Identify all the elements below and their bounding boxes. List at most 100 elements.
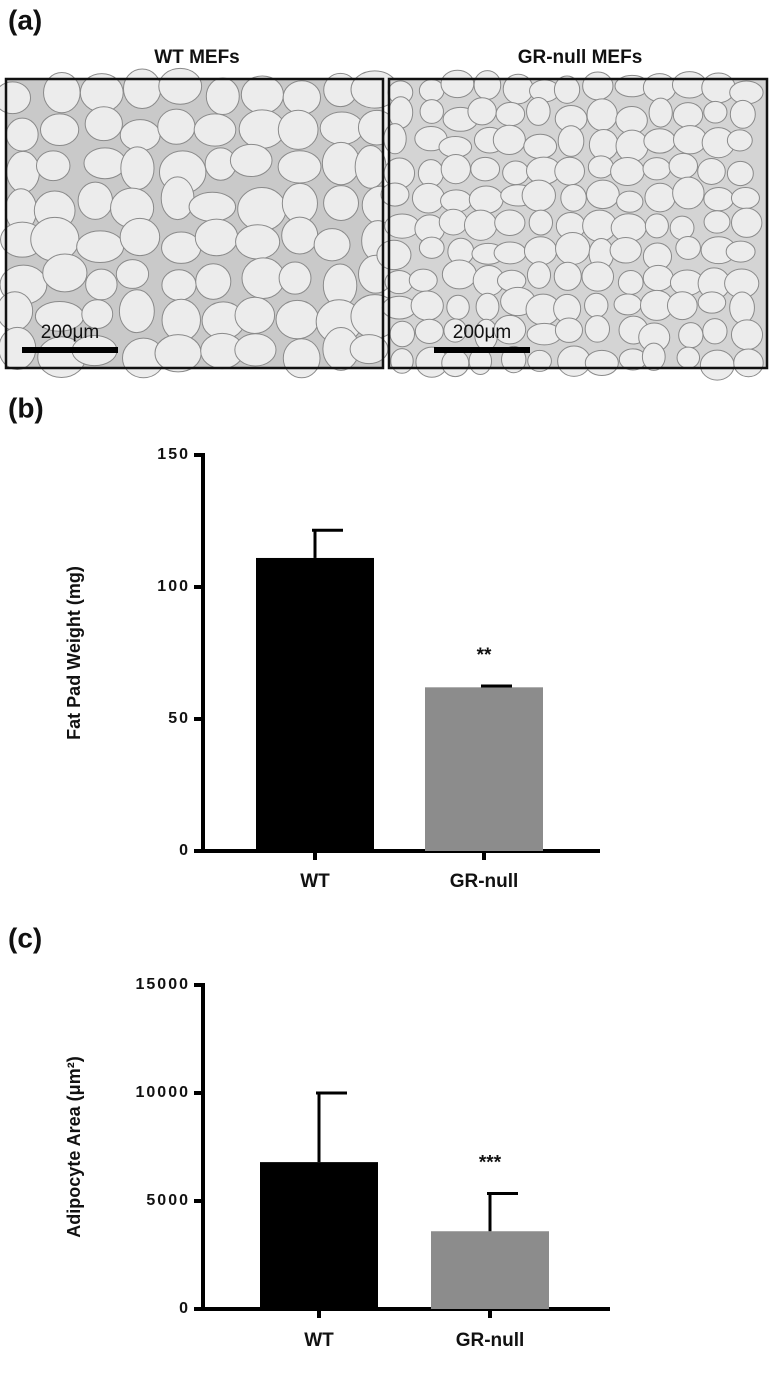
cell: [39, 113, 80, 147]
cell: [440, 189, 473, 213]
cell: [193, 113, 237, 147]
cell: [613, 293, 642, 316]
cell: [282, 338, 321, 379]
cell: [553, 261, 582, 291]
bar: [256, 557, 374, 851]
cell: [440, 154, 471, 185]
bar: [431, 1231, 549, 1309]
cell: [443, 318, 467, 343]
cell: [473, 70, 502, 100]
cell: [701, 72, 736, 104]
cell: [676, 346, 701, 369]
y-tick-label: 0: [179, 1300, 190, 1317]
cell: [6, 150, 40, 194]
cell: [195, 263, 232, 300]
cell: [383, 123, 407, 155]
cell: [83, 147, 127, 180]
cell: [115, 259, 150, 289]
cell: [418, 78, 445, 103]
cell: [581, 261, 615, 292]
cell: [241, 257, 286, 299]
cell: [418, 236, 445, 259]
cell: [161, 269, 197, 301]
cell: [188, 191, 237, 222]
cell: [642, 157, 671, 181]
cell: [408, 268, 438, 292]
cell: [586, 98, 618, 132]
cell: [35, 150, 71, 182]
cell: [617, 270, 644, 295]
cell: [380, 182, 410, 207]
cell: [725, 240, 756, 263]
cell: [438, 208, 468, 236]
cell: [702, 318, 728, 345]
cell: [390, 348, 414, 374]
cell: [697, 291, 727, 314]
cell: [205, 77, 240, 116]
cell: [77, 181, 114, 220]
cell: [585, 179, 620, 210]
cell: [642, 264, 674, 292]
cell: [313, 228, 351, 262]
image-frame: [4, 77, 385, 370]
cell: [523, 133, 558, 160]
cell: [609, 237, 642, 264]
cell: [234, 296, 276, 334]
cell: [42, 253, 88, 293]
cell: [275, 299, 320, 340]
cell: [528, 209, 554, 236]
cell: [526, 97, 551, 126]
cell: [610, 156, 645, 186]
cell: [494, 209, 526, 237]
cell: [730, 187, 760, 210]
cell: [194, 218, 239, 257]
cell: [703, 210, 731, 234]
cell: [81, 299, 114, 329]
y-tick-label: 100: [157, 578, 190, 595]
cell: [615, 129, 649, 163]
x-tick-label: WT: [304, 1330, 334, 1351]
cell: [668, 152, 699, 179]
y-tick-label: 15000: [136, 976, 191, 993]
cell: [726, 160, 754, 187]
cell: [120, 146, 155, 191]
cell: [527, 349, 552, 372]
cell: [240, 75, 284, 114]
cell: [417, 159, 444, 188]
cell: [278, 261, 312, 295]
micrograph: [376, 69, 767, 381]
scale-bar-label: 200μm: [453, 322, 511, 343]
cell: [119, 217, 161, 257]
cell: [729, 291, 755, 325]
cell: [584, 315, 611, 343]
cell: [726, 129, 753, 152]
cell: [235, 224, 281, 260]
cell: [441, 259, 477, 290]
cell: [582, 71, 614, 101]
cell: [587, 155, 614, 179]
cell: [467, 97, 497, 126]
cell: [463, 209, 498, 241]
cell: [277, 150, 322, 184]
cell: [729, 99, 756, 129]
cell: [523, 236, 558, 266]
cell: [584, 349, 619, 376]
cell: [281, 216, 319, 255]
cell: [526, 261, 552, 289]
image-title: GR-null MEFs: [518, 47, 643, 68]
image-title: WT MEFs: [154, 47, 240, 68]
cell: [410, 290, 444, 321]
cell: [699, 349, 735, 381]
cell: [440, 69, 475, 99]
cell: [419, 99, 444, 124]
cell: [118, 289, 155, 334]
cell: [468, 185, 504, 214]
cell: [495, 101, 526, 127]
cell: [354, 145, 387, 189]
cell: [5, 117, 39, 152]
cell: [641, 342, 666, 371]
cell: [0, 81, 32, 115]
significance: ***: [479, 1152, 502, 1173]
cell: [229, 143, 273, 178]
